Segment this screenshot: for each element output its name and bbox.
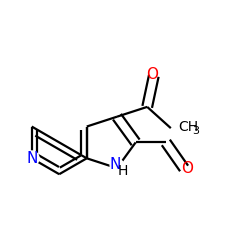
Text: H: H [118, 164, 128, 177]
Circle shape [24, 151, 39, 166]
Circle shape [110, 159, 124, 172]
Text: CH: CH [178, 120, 198, 134]
Text: N: N [26, 151, 38, 166]
Text: N: N [109, 157, 121, 172]
Text: O: O [181, 161, 193, 176]
Text: 3: 3 [192, 126, 199, 136]
Text: O: O [146, 67, 158, 82]
